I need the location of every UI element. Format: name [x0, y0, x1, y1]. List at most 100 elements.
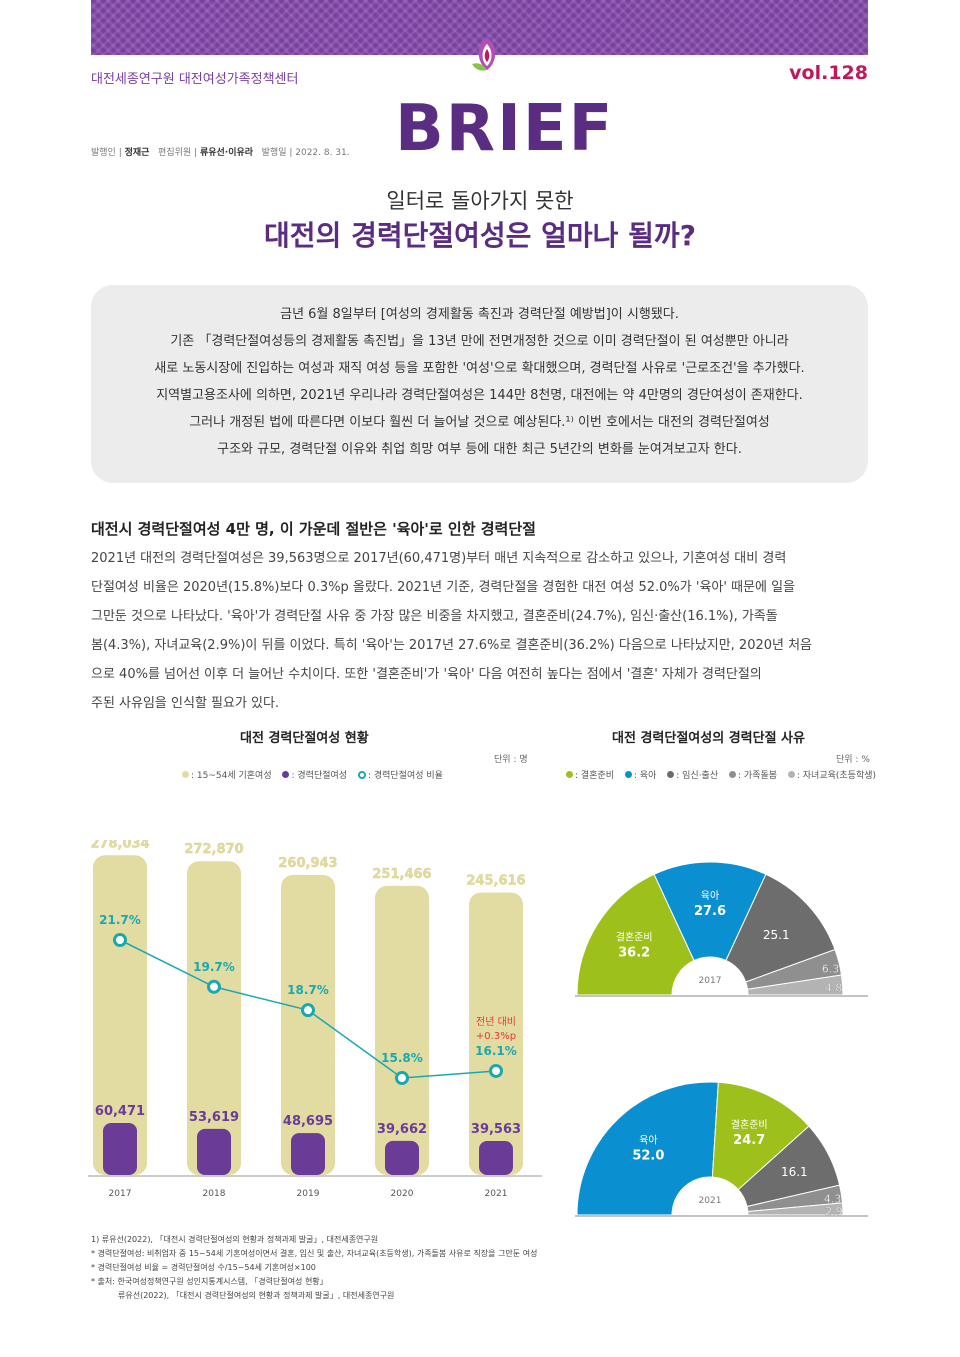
- chart-year-label: 2021: [699, 1196, 722, 1206]
- pie-chart-title: 대전 경력단절여성의 경력단절 사유: [612, 731, 805, 746]
- ratio-value-label: 18.7%: [287, 983, 329, 997]
- reasons-2021-semicircle-chart: 육아 52.0 결혼준비 24.7 16.1 4.32.9 2021: [575, 1081, 868, 1218]
- organization-name: 대전세종연구원 대전여성가족정책센터: [91, 72, 299, 87]
- career-break-legend-icon: [282, 771, 290, 778]
- ratio-value-label: 16.1%: [475, 1044, 517, 1058]
- slice-value-label: 24.7: [733, 1133, 765, 1148]
- x-axis-tick-label: 2020: [391, 1189, 414, 1199]
- married-women-value-label: 251,466: [372, 867, 431, 882]
- slice-name-label: 결혼준비: [616, 931, 653, 944]
- pregnancy-legend-icon: [667, 771, 675, 778]
- publisher-name: 정재근: [124, 148, 150, 158]
- career-break-value-label: 53,619: [189, 1110, 239, 1125]
- slice-value-label: 52.0: [632, 1148, 664, 1163]
- married-women-value-label: 245,616: [466, 874, 525, 889]
- footnote-line: 류유선(2022), 「대전시 경력단절여성의 현황과 정책과제 발굴」, 대전…: [118, 1291, 395, 1300]
- publisher-label: 발행인 |: [91, 148, 122, 158]
- slice-value-label: 4.3: [824, 1192, 842, 1205]
- change-annotation-value: +0.3%p: [476, 1031, 516, 1042]
- reason-slice: [576, 873, 695, 996]
- career-break-value-label: 48,695: [283, 1114, 333, 1129]
- page-title: 대전의 경력단절여성은 얼마나 될까?: [264, 219, 696, 252]
- slice-value-label: 36.2: [618, 946, 650, 961]
- married-women-column: [93, 855, 147, 1175]
- body-text-line: 2021년 대전의 경력단절여성은 39,563명으로 2017년(60,471…: [91, 551, 787, 566]
- footnote-line: 1) 류유선(2022), 「대전시 경력단절여성의 현황과 정책과제 발굴」,…: [91, 1235, 379, 1244]
- slice-value-label: 25.1: [763, 928, 790, 942]
- summary-line: 기존 「경력단절여성등의 경제활동 촉진법」을 13년 만에 전면개정한 것으로…: [170, 334, 789, 349]
- ratio-point: [489, 1063, 503, 1078]
- slice-value-label: 27.6: [694, 904, 726, 919]
- publish-date: 2022. 8. 31.: [295, 148, 350, 158]
- ratio-point: [113, 933, 127, 947]
- slice-name-label: 육아: [701, 890, 719, 902]
- ratio-point: [395, 1071, 409, 1085]
- married-women-column: [469, 892, 523, 1175]
- reason-slice: [711, 1081, 810, 1191]
- married-women-legend-icon: [182, 771, 189, 778]
- volume-number: vol.128: [789, 62, 868, 84]
- section-heading: 대전시 경력단절여성 4만 명, 이 가운데 절반은 '육아'로 인한 경력단절: [91, 520, 536, 538]
- career-break-bar: [479, 1140, 513, 1175]
- legend-label: : 경력단절여성: [291, 771, 348, 781]
- footnote-line: * 경력단절여성 비율 = 경력단절여성 수/15~54세 기혼여성×100: [91, 1263, 316, 1272]
- married-women-column: [187, 861, 241, 1175]
- bar-chart-unit: 단위 : 명: [494, 755, 528, 765]
- chart-year-label: 2017: [699, 976, 722, 986]
- slice-value-label: 16.1: [781, 1165, 808, 1179]
- married-women-column: [375, 885, 429, 1175]
- body-text-line: 으로 40%를 넘어선 이후 더 늘어난 수치이다. 또한 '결혼준비'가 '육…: [91, 667, 762, 682]
- summary-line: 지역별고용조사에 의하면, 2021년 우리나라 경력단절여성은 144만 8천…: [156, 388, 803, 403]
- body-text-line: 단절여성 비율은 2020년(15.8%)보다 0.3%p 올랐다. 2021년…: [91, 580, 796, 595]
- career-break-value-label: 60,471: [95, 1104, 145, 1119]
- career-break-value-label: 39,563: [471, 1122, 521, 1137]
- career-break-bar: [385, 1140, 419, 1175]
- change-annotation-label: 전년 대비: [476, 1016, 516, 1028]
- footnotes: 1) 류유선(2022), 「대전시 경력단절여성의 현황과 정책과제 발굴」,…: [91, 1233, 537, 1303]
- footnote-line: * 출처: 한국여성정책연구원 성인지통계시스템, 「경력단절여성 현황」: [91, 1277, 328, 1286]
- slice-name-label: 결혼준비: [731, 1118, 768, 1131]
- footnote-line: * 경력단절여성: 비취업자 중 15~54세 기혼여성이면서 결혼, 임신 및…: [91, 1249, 538, 1258]
- married-women-value-label: 278,034: [90, 840, 149, 851]
- legend-label: : 경력단절여성 비율: [367, 771, 443, 781]
- flower-logo-icon: [472, 38, 496, 71]
- editor-names: 류유선·이유라: [199, 148, 254, 158]
- reason-slice: [653, 861, 767, 962]
- summary-box: 금년 6월 8일부터 [여성의 경제활동 촉진과 경력단절 예방법]이 시행됐다…: [91, 285, 868, 483]
- brief-wordmark: BRIEF: [395, 92, 615, 166]
- reason-slice: [746, 974, 844, 996]
- family-care-legend-icon: [728, 771, 736, 778]
- ratio-value-label: 15.8%: [381, 1051, 423, 1065]
- reasons-2017-semicircle-chart: 결혼준비 36.2 육아 27.6 25.1 6.3 4.8 2017: [575, 861, 868, 997]
- career-break-bar: [197, 1128, 231, 1175]
- bar-chart-legend: : 15~54세 기혼여성 : 경력단절여성 : 경력단절여성 비율: [182, 768, 451, 781]
- ratio-value-label: 21.7%: [99, 913, 141, 927]
- header-pattern-band: [91, 0, 868, 55]
- body-text-line: 봄(4.3%), 자녀교육(2.9%)이 뒤를 이었다. 특히 '육아'는 20…: [91, 638, 813, 653]
- ratio-value-label: 19.7%: [193, 960, 235, 974]
- legend-label: : 육아: [633, 771, 657, 781]
- slice-value-label: 2.9: [825, 1205, 843, 1218]
- summary-line: 새로 노동시장에 진입하는 여성과 재직 여성 등을 포함한 '여성'으로 확대…: [154, 361, 805, 376]
- ratio-point: [301, 1003, 315, 1018]
- page-subtitle: 일터로 돌아가지 못한: [386, 189, 574, 213]
- legend-label: : 가족돌봄: [737, 771, 777, 781]
- ratio-point: [207, 979, 221, 994]
- body-text-line: 그만둔 것으로 나타났다. '육아'가 경력단절 사유 중 가장 많은 비중을 …: [91, 609, 778, 624]
- married-women-value-label: 272,870: [184, 842, 243, 857]
- date-label: 발행일 |: [261, 148, 293, 158]
- childcare-legend-icon: [624, 771, 632, 778]
- editor-label: 편집위원 |: [158, 148, 198, 158]
- ratio-legend-icon: [357, 770, 366, 779]
- x-axis-tick-label: 2019: [297, 1189, 320, 1199]
- x-axis-tick-label: 2017: [109, 1189, 132, 1199]
- career-break-bar-chart: 278,034 60,471 2017 272,870 53,619 2018 260,94…: [88, 840, 542, 1199]
- reason-slice: [747, 1202, 844, 1216]
- x-axis-tick-label: 2021: [485, 1189, 508, 1199]
- slice-value-label: 4.8: [825, 982, 843, 995]
- legend-label: : 자녀교육(초등학생): [796, 771, 877, 781]
- summary-line: 구조와 규모, 경력단절 이유와 취업 희망 여부 등에 대한 최근 5년간의 …: [217, 442, 742, 457]
- career-break-value-label: 39,662: [377, 1122, 427, 1137]
- bar-chart-title: 대전 경력단절여성 현황: [240, 731, 369, 746]
- body-text-line: 주된 사유임을 인식할 필요가 있다.: [91, 696, 280, 711]
